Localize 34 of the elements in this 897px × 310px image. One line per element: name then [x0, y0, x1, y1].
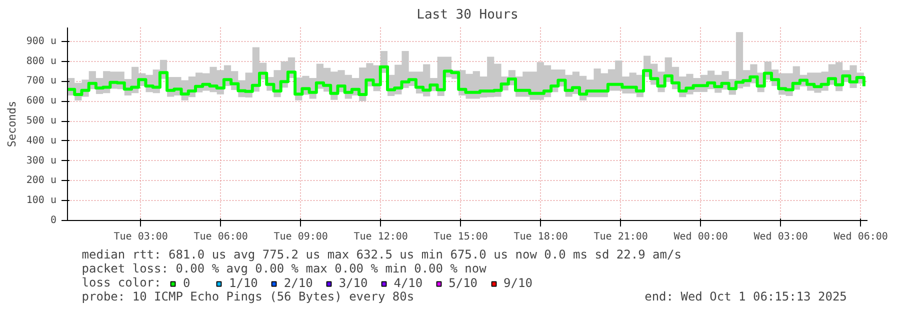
x-tick-label: Tue 15:00 [434, 232, 488, 242]
x-tick-label: Wed 00:00 [674, 232, 728, 242]
legend-label: 1/10 [229, 276, 258, 290]
legend-label: 5/10 [448, 276, 478, 290]
text: median rtt: 681.0 us avg 775.2 us max 632.5 us min 675.0 us now 0.0 ms sd 22.9 am/s [82, 248, 682, 262]
y-tick-label: 900 u [26, 36, 57, 47]
x-tick-label: Tue 21:00 [594, 232, 648, 242]
y-tick-label: 600 u [26, 96, 57, 107]
text: probe: 10 ICMP Echo Pings (56 Bytes) every 80s [82, 290, 414, 304]
y-axis-title: Seconds [5, 100, 18, 148]
legend-label: 4/10 [394, 276, 423, 290]
text: packet loss: 0.00 % avg 0.00 % max 0.00 % min 0.00 % now [82, 262, 488, 276]
y-tick-label: 400 u [26, 135, 57, 146]
y-tick-label: 700 u [26, 76, 57, 87]
x-tick-label: Tue 06:00 [194, 232, 248, 242]
y-tick-label: 800 u [26, 56, 57, 67]
x-tick-label: Tue 09:00 [274, 232, 328, 242]
text: loss color: [82, 276, 162, 290]
y-tick-label: 200 u [26, 175, 57, 186]
legend-label: 2/10 [284, 276, 313, 290]
y-tick-label: 0 [50, 215, 57, 226]
x-tick-label: Tue 18:00 [514, 232, 568, 242]
x-tick-label: Wed 03:00 [754, 232, 808, 242]
y-tick-label: 500 u [26, 116, 57, 127]
legend-label: 9/10 [504, 276, 532, 290]
y-tick-label: 300 u [26, 155, 57, 166]
x-tick-label: Wed 06:00 [834, 232, 888, 242]
legend-label: 3/10 [338, 276, 368, 290]
legend-label: 0 [183, 276, 191, 290]
x-tick-label: Tue 12:00 [354, 232, 408, 242]
chart-title: Last 30 Hours [416, 8, 518, 22]
text: end: Wed Oct 1 06:15:13 2025 [644, 290, 847, 304]
y-tick-label: 100 u [26, 195, 57, 206]
x-tick-label: Tue 03:00 [114, 232, 168, 242]
